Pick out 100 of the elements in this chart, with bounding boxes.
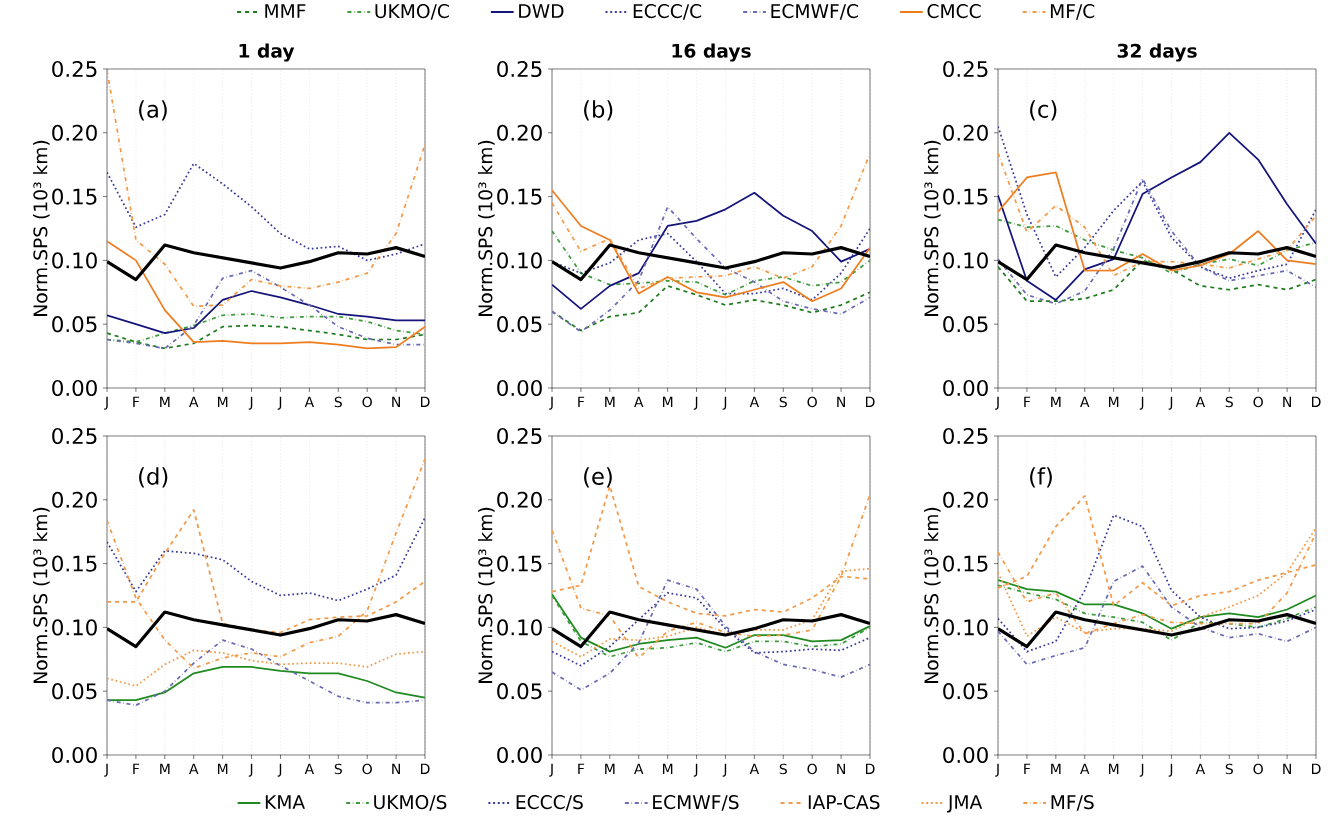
x-tick-label: J [1168, 763, 1173, 777]
chart-title: 1 day [239, 43, 295, 62]
x-tick-label: M [160, 396, 170, 407]
y-tick-label: 0.10 [943, 619, 988, 636]
x-tick-label: A [304, 396, 315, 407]
y-tick-label: 0.15 [943, 188, 988, 205]
x-tick-label: N [392, 763, 400, 774]
y-tick-label: 0.20 [497, 491, 542, 508]
y-tick-label: 0.05 [943, 316, 988, 333]
y-tick-label: 0.25 [943, 427, 988, 445]
x-tick-label: N [1283, 396, 1291, 407]
x-tick-label: F [133, 396, 140, 407]
x-tick-label: A [634, 396, 644, 407]
y-tick-label: 0.25 [943, 60, 988, 78]
x-tick-label: J [693, 396, 698, 410]
legend-label: KMA [265, 795, 305, 809]
y-tick-label: 0.05 [497, 316, 542, 333]
y-axis-title: Norm.SPS (10³ km) [478, 140, 495, 316]
x-tick-label: J [995, 763, 999, 777]
annotation: (e) [584, 467, 612, 488]
x-tick-label: J [104, 396, 108, 410]
y-tick-label: 0.25 [497, 427, 542, 445]
x-tick-label: F [133, 763, 140, 774]
chart-title: 16 days [672, 43, 751, 62]
x-tick-label: O [1253, 763, 1263, 775]
legend-label: UKMO/S [374, 795, 447, 811]
x-tick-label: J [248, 396, 253, 410]
y-tick-label: 0.15 [943, 555, 988, 572]
y-tick-label: 0.20 [943, 491, 988, 508]
x-tick-label: M [1108, 396, 1119, 407]
x-tick-label: S [779, 396, 787, 408]
x-tick-label: J [693, 763, 698, 777]
x-tick-label: J [248, 763, 253, 777]
x-tick-label: J [277, 763, 282, 777]
x-tick-label: J [722, 396, 727, 410]
y-tick-label: 0.10 [52, 619, 97, 636]
y-tick-label: 0.15 [52, 188, 97, 205]
x-tick-label: A [634, 763, 644, 774]
y-tick-label: 0.00 [943, 746, 988, 764]
y-tick-label: 0.10 [52, 252, 97, 269]
legend-label: ECCC/C [633, 4, 702, 20]
y-tick-label: 0.05 [52, 316, 97, 333]
y-tick-label: 0.20 [497, 124, 542, 141]
x-tick-label: N [837, 763, 845, 774]
x-tick-label: N [392, 396, 400, 407]
x-tick-label: J [1139, 396, 1144, 410]
annotation: (b) [584, 100, 613, 121]
y-tick-label: 0.15 [497, 555, 542, 572]
x-tick-label: M [1108, 763, 1119, 774]
annotation: (f) [1030, 467, 1052, 488]
y-tick-label: 0.10 [497, 619, 542, 636]
legend-label: UKMO/C [375, 4, 449, 20]
x-tick-label: O [1253, 396, 1263, 408]
y-tick-label: 0.10 [497, 252, 542, 269]
x-tick-label: D [1312, 763, 1321, 774]
legend-label: MF/S [1051, 795, 1094, 811]
x-tick-label: F [1024, 396, 1031, 407]
y-tick-label: 0.15 [52, 555, 97, 572]
y-axis-title: Norm.SPS (10³ km) [924, 507, 941, 683]
x-tick-label: F [1024, 763, 1031, 774]
x-tick-label: J [1139, 763, 1144, 777]
y-tick-label: 0.15 [497, 188, 542, 205]
x-tick-label: J [277, 396, 282, 410]
x-tick-label: J [104, 763, 108, 777]
x-tick-label: A [304, 763, 315, 774]
x-tick-label: F [578, 396, 585, 407]
x-tick-label: A [1080, 763, 1090, 774]
x-tick-label: A [189, 763, 199, 774]
x-tick-label: D [866, 763, 875, 774]
x-tick-label: J [995, 396, 999, 410]
x-tick-label: S [1225, 763, 1233, 775]
x-tick-label: A [749, 763, 760, 774]
legend-label: MF/C [1050, 4, 1095, 20]
x-tick-label: A [189, 396, 199, 407]
x-tick-label: O [362, 763, 372, 775]
x-tick-label: J [549, 396, 553, 410]
chart-title: 32 days [1117, 43, 1197, 62]
x-tick-label: S [334, 396, 342, 408]
x-tick-label: O [807, 396, 817, 408]
annotation: (d) [139, 467, 168, 488]
x-tick-label: M [217, 396, 228, 407]
legend-label: DWD [519, 4, 564, 18]
y-tick-label: 0.05 [943, 683, 988, 700]
x-tick-label: J [549, 763, 553, 777]
annotation: (a) [139, 100, 167, 121]
y-axis-title: Norm.SPS (10³ km) [33, 507, 50, 683]
legend-label: MMF [265, 4, 306, 18]
x-tick-label: A [1195, 396, 1206, 407]
y-tick-label: 0.05 [52, 683, 97, 700]
x-tick-label: M [160, 763, 170, 774]
legend-label: IAP-CAS [808, 795, 880, 810]
y-tick-label: 0.00 [52, 746, 97, 764]
x-tick-label: S [334, 763, 342, 775]
x-tick-label: D [421, 763, 430, 774]
y-tick-label: 0.25 [52, 60, 97, 78]
y-tick-label: 0.00 [497, 379, 542, 397]
x-tick-label: O [362, 396, 372, 408]
legend-label: ECCC/S [516, 795, 583, 811]
y-tick-label: 0.00 [943, 379, 988, 397]
x-tick-label: M [662, 763, 673, 774]
